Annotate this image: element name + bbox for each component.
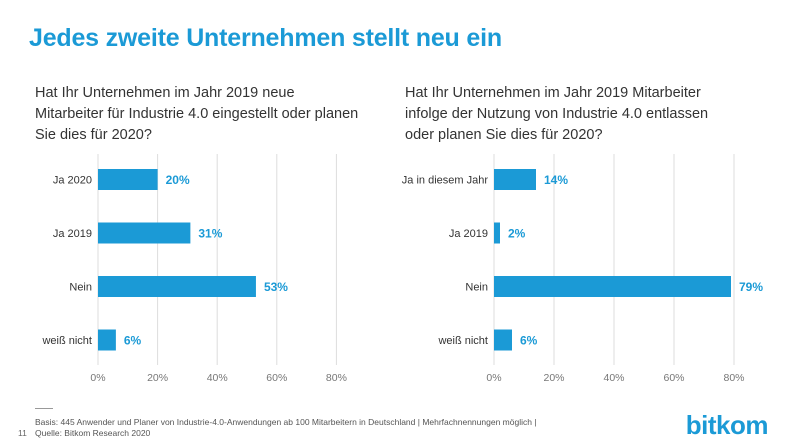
category-label: weiß nicht [41,335,92,347]
bar [98,329,116,351]
right-bar-chart: 0% 20% 40% 60% 80% Ja in diesem Jahr 14% Ja 201… [402,154,763,384]
bar [98,222,191,244]
x-tick-label: 40% [207,372,228,384]
footer-divider [35,408,53,409]
value-label: 6% [520,334,538,348]
category-label: Nein [465,282,488,294]
value-label: 20% [166,173,190,187]
x-tick-label: 0% [486,372,501,384]
value-label: 79% [739,280,763,294]
bar [98,169,158,190]
bar [494,222,500,244]
category-label: Ja 2019 [449,228,488,240]
bar [494,329,512,351]
category-label: Nein [69,282,92,294]
x-tick-label: 80% [723,372,744,384]
value-label: 53% [264,280,288,294]
category-label: Ja 2020 [53,175,92,187]
footer-source: Quelle: Bitkom Research 2020 [35,428,151,438]
footer-basis: Basis: 445 Anwender und Planer von Indus… [35,417,537,427]
x-tick-label: 20% [543,372,564,384]
x-tick-label: 60% [266,372,287,384]
value-label: 31% [198,227,222,241]
value-label: 14% [544,173,568,187]
x-tick-label: 60% [663,372,684,384]
bitkom-logo: bitkom [685,410,769,440]
bar [494,169,536,190]
page-title: Jedes zweite Unternehmen stellt neu ein [29,24,502,52]
value-label: 6% [124,334,142,348]
category-label: weiß nicht [437,335,488,347]
page-number: 11 [18,428,27,438]
x-tick-label: 0% [90,372,105,384]
x-tick-label: 40% [603,372,624,384]
left-chart-question: Hat Ihr Unternehmen im Jahr 2019 neue Mi… [35,85,359,143]
x-tick-label: 80% [326,372,347,384]
category-label: Ja 2019 [53,228,92,240]
x-tick-label: 20% [147,372,168,384]
left-bar-chart: 0% 20% 40% 60% 80% Ja 2020 20% Ja 2019 31% Nein 53… [41,154,347,384]
bar [494,276,731,297]
category-label: Ja in diesem Jahr [402,175,489,187]
right-chart-question: Hat Ihr Unternehmen im Jahr 2019 Mitarbe… [405,85,709,143]
bar [98,276,256,297]
value-label: 2% [508,227,526,241]
